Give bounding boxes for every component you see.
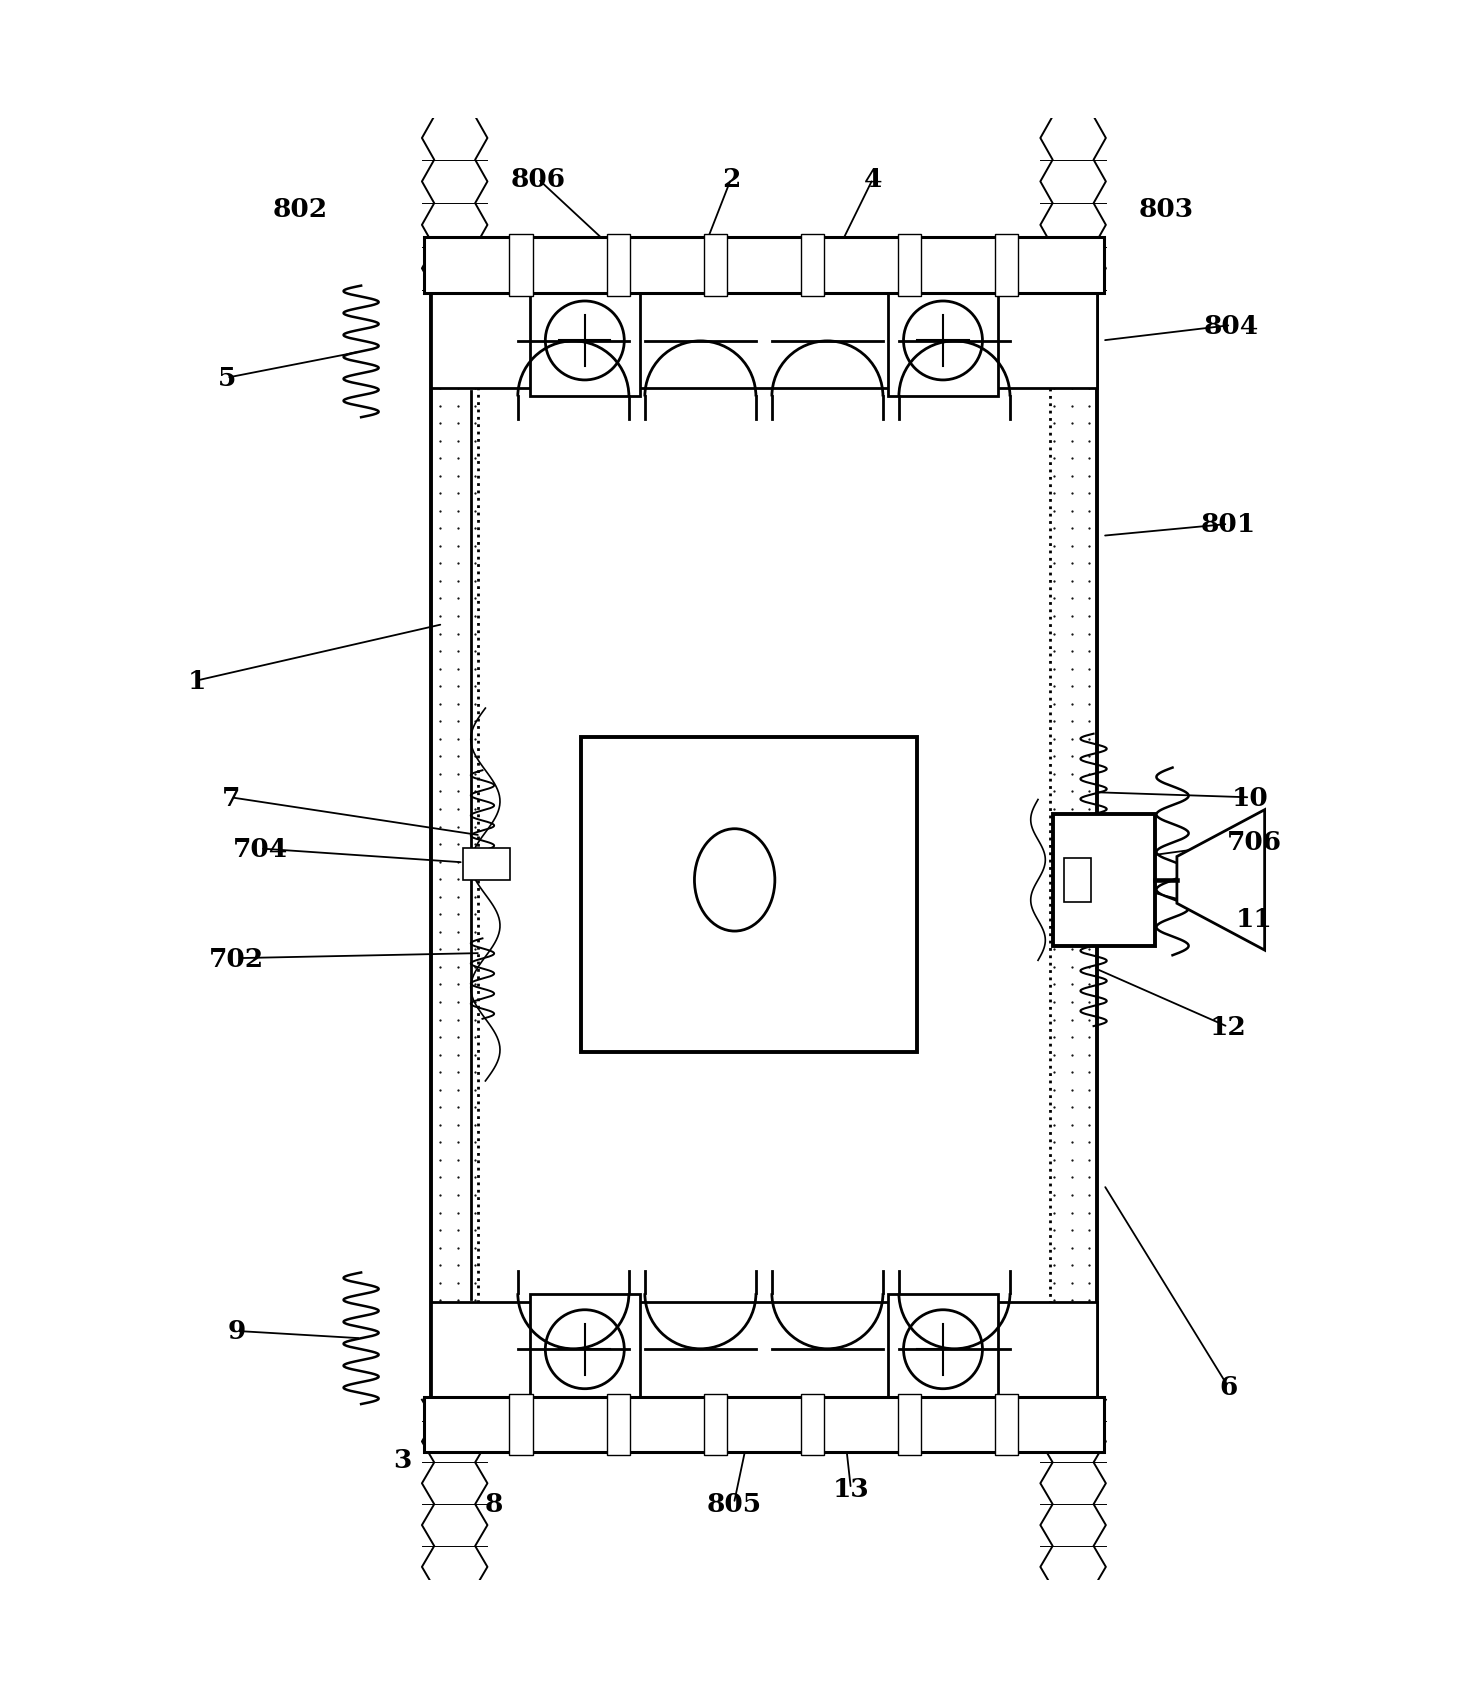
Text: 1: 1 xyxy=(189,669,206,693)
Text: 803: 803 xyxy=(1139,197,1194,221)
Bar xyxy=(887,285,999,397)
Bar xyxy=(424,238,1104,294)
Text: 5: 5 xyxy=(218,367,235,391)
Text: 806: 806 xyxy=(510,168,566,192)
Bar xyxy=(801,236,825,297)
Bar xyxy=(463,326,1064,1365)
Bar xyxy=(1064,859,1091,902)
Text: 4: 4 xyxy=(864,168,882,192)
Bar xyxy=(996,236,1019,297)
Text: 702: 702 xyxy=(209,946,265,971)
Bar xyxy=(424,1397,1104,1452)
Text: 706: 706 xyxy=(1227,829,1282,854)
Bar xyxy=(801,1394,825,1455)
Bar xyxy=(1053,815,1155,946)
Text: 10: 10 xyxy=(1231,786,1269,810)
Text: 9: 9 xyxy=(228,1319,246,1343)
Text: 704: 704 xyxy=(232,837,288,861)
Text: 6: 6 xyxy=(1219,1374,1237,1399)
Bar xyxy=(437,299,1091,1391)
Bar xyxy=(898,1394,921,1455)
Bar xyxy=(446,309,1082,1382)
Text: 802: 802 xyxy=(272,197,327,221)
Bar xyxy=(431,294,1096,389)
Text: 12: 12 xyxy=(1209,1015,1247,1039)
Text: 2: 2 xyxy=(722,168,740,192)
Bar xyxy=(478,341,1050,1350)
Bar xyxy=(580,739,918,1053)
Text: 13: 13 xyxy=(832,1477,870,1501)
Bar xyxy=(463,849,510,880)
Bar xyxy=(703,1394,727,1455)
Bar xyxy=(887,1294,999,1404)
Bar xyxy=(607,236,630,297)
Polygon shape xyxy=(1177,810,1265,951)
Bar xyxy=(996,1394,1019,1455)
Bar xyxy=(455,318,1073,1374)
Text: 11: 11 xyxy=(1235,907,1273,932)
Bar xyxy=(509,236,532,297)
Text: 805: 805 xyxy=(706,1491,762,1516)
Bar xyxy=(509,1394,532,1455)
Text: 804: 804 xyxy=(1203,314,1259,338)
Text: 8: 8 xyxy=(485,1491,503,1516)
Bar xyxy=(607,1394,630,1455)
Bar xyxy=(703,236,727,297)
Text: 801: 801 xyxy=(1200,513,1256,537)
Bar xyxy=(529,285,640,397)
Bar xyxy=(529,1294,640,1404)
Text: 7: 7 xyxy=(222,786,240,810)
Text: 3: 3 xyxy=(393,1447,411,1472)
Bar xyxy=(431,1302,1096,1397)
Bar xyxy=(431,294,1096,1397)
Bar xyxy=(898,236,921,297)
